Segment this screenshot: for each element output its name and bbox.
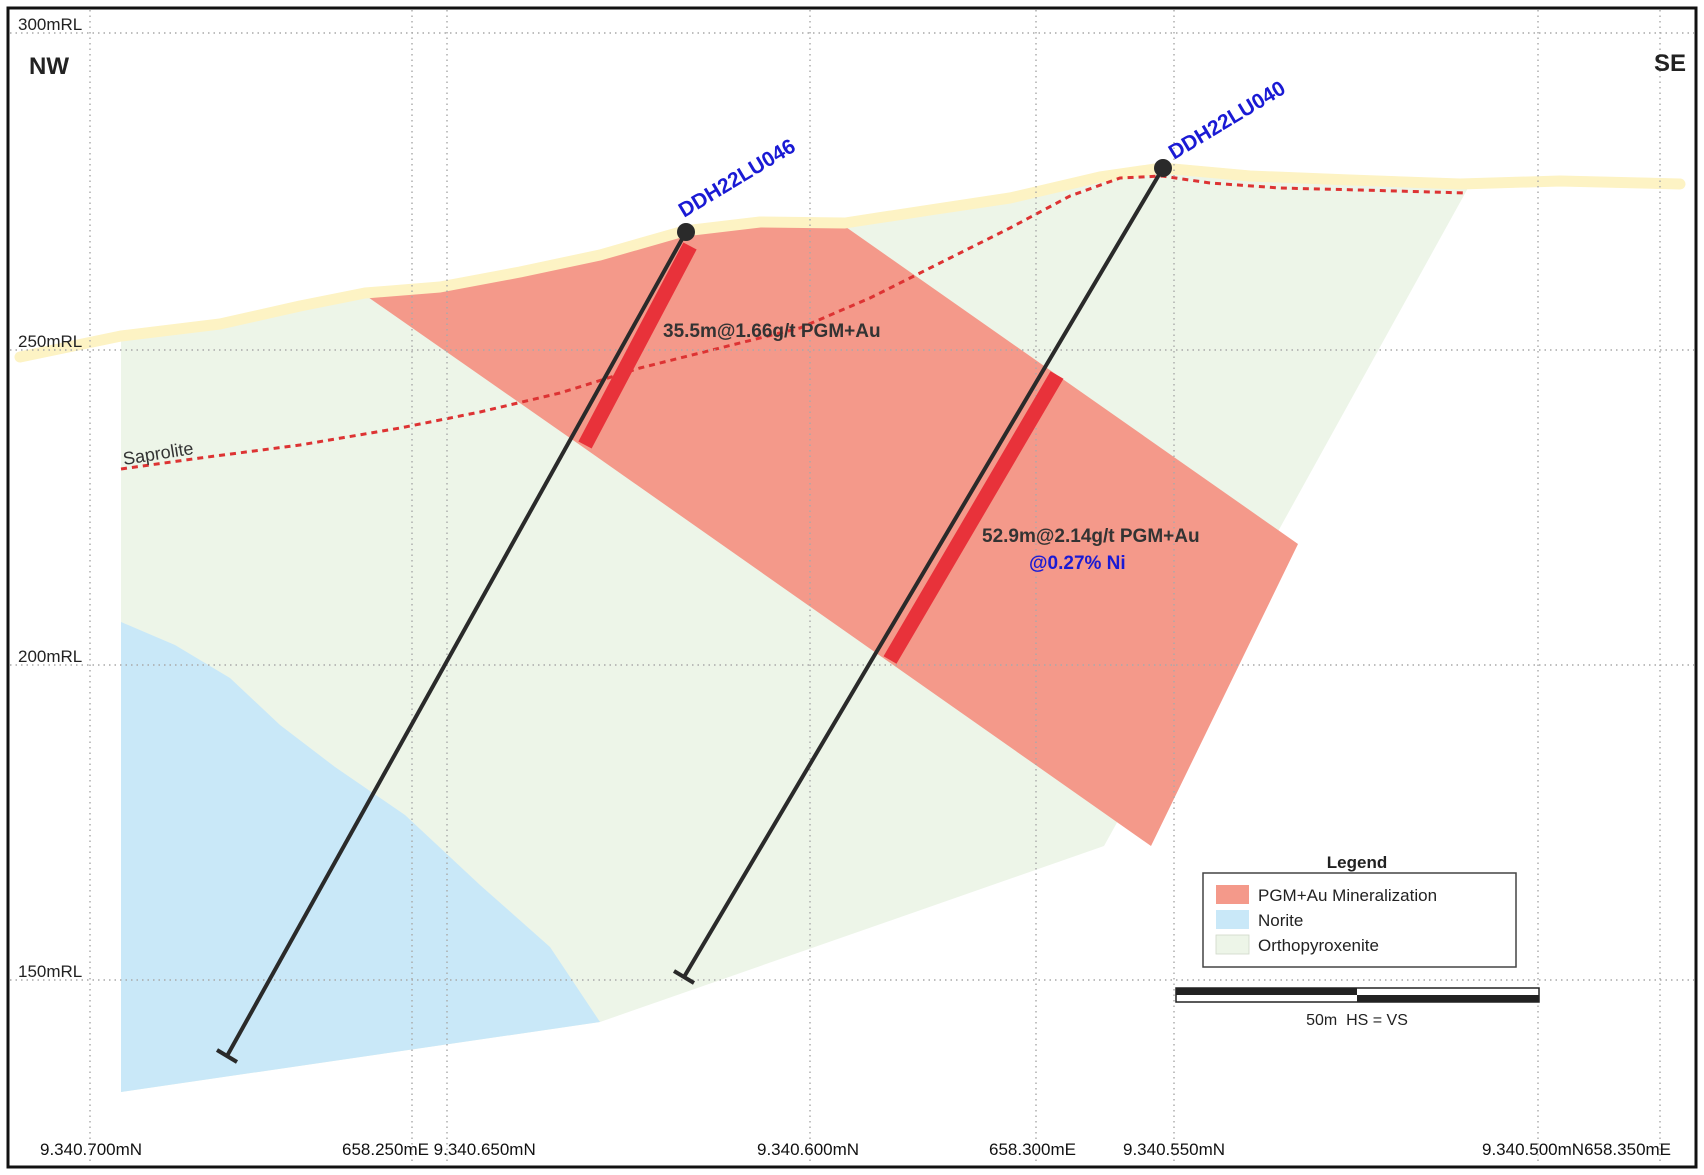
coord-label-9340500mn-658350me: 9.340.500mN658.350mE <box>1482 1140 1671 1159</box>
legend-swatch-orthopyroxenite <box>1215 934 1250 955</box>
elevation-label-300: 300mRL <box>18 15 82 34</box>
grid-lines <box>10 10 1694 1165</box>
legend-label-mineralization: PGM+Au Mineralization <box>1258 886 1437 905</box>
elevation-label-200: 200mRL <box>18 647 82 666</box>
orthopyroxenite-unit <box>121 168 1468 1092</box>
intercept-ddh22lu040 <box>883 371 1064 664</box>
legend-swatch-norite <box>1216 910 1249 929</box>
coord-label-9340600mn: 9.340.600mN <box>757 1140 859 1159</box>
collar-ddh22lu040 <box>1154 159 1172 177</box>
norite-unit <box>121 622 600 1092</box>
coord-label-9340700mn: 9.340.700mN <box>40 1140 142 1159</box>
legend: Legend PGM+Au Mineralization Norite Orth… <box>1202 853 1517 968</box>
saprolite-boundary <box>120 174 1467 471</box>
elevation-label-150: 150mRL <box>18 962 82 981</box>
topography-surface <box>14 162 1686 363</box>
intercept-ddh22lu046 <box>578 242 697 449</box>
legend-box <box>1202 872 1517 968</box>
intercept-ni-label-ddh22lu040: @0.27% Ni <box>1029 553 1126 574</box>
legend-title: Legend <box>1327 853 1387 872</box>
hole-end-tick-ddh22lu040 <box>672 969 696 985</box>
intercept-label-ddh22lu040: 52.9m@2.14g/t PGM+Au <box>982 526 1200 547</box>
legend-label-orthopyroxenite: Orthopyroxenite <box>1258 936 1379 955</box>
coord-label-658300me: 658.300mE <box>989 1140 1076 1159</box>
hole-trace-ddh22lu040 <box>682 166 1165 979</box>
legend-label-norite: Norite <box>1258 911 1303 930</box>
intercept-label-ddh22lu046: 35.5m@1.66g/t PGM+Au <box>663 321 881 342</box>
coord-label-658250me-9340650mn: 658.250mE 9.340.650mN <box>342 1140 536 1159</box>
collar-ddh22lu046 <box>677 223 695 241</box>
direction-label-se: SE <box>1654 50 1686 77</box>
hole-trace-ddh22lu046 <box>225 231 688 1057</box>
coord-label-9340550mn: 9.340.550mN <box>1123 1140 1225 1159</box>
hole-end-tick-ddh22lu046 <box>215 1048 239 1064</box>
elevation-label-250: 250mRL <box>18 332 82 351</box>
scale-bar: 50m HS = VS <box>1175 987 1540 1029</box>
direction-label-nw: NW <box>29 53 69 80</box>
scale-bar-label: 50m HS = VS <box>1306 1012 1408 1029</box>
legend-swatch-mineralization <box>1216 885 1249 904</box>
